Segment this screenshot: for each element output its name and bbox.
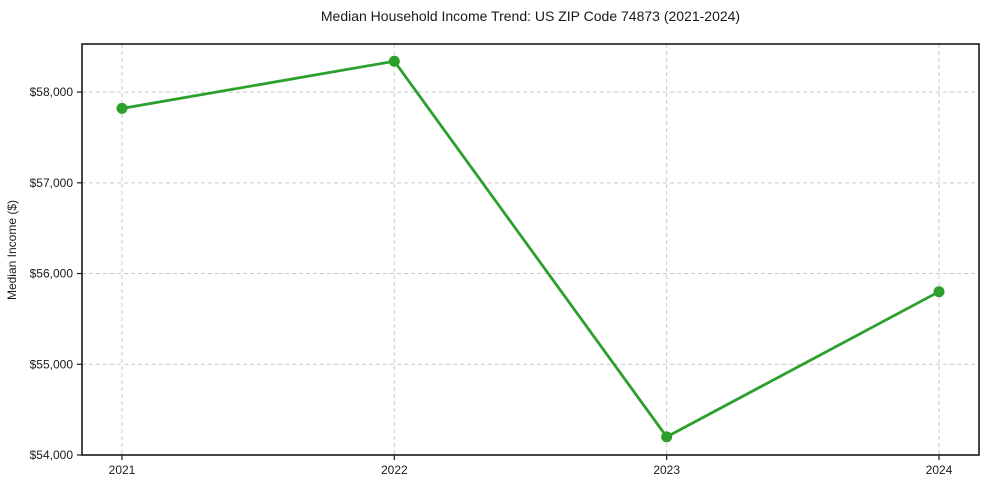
data-point-2021 <box>116 102 128 114</box>
x-tick-label: 2023 <box>653 463 680 477</box>
x-tick-label: 2021 <box>109 463 136 477</box>
x-tick-label: 2022 <box>381 463 408 477</box>
income-trend-line <box>120 59 941 439</box>
y-tick-label: $57,000 <box>30 176 74 190</box>
y-tick-label: $55,000 <box>30 357 74 371</box>
chart-title: Median Household Income Trend: US ZIP Co… <box>320 8 741 24</box>
plot-frame <box>81 43 980 456</box>
y-tick-label: $56,000 <box>30 267 74 281</box>
y-tick-label: $54,000 <box>30 448 74 462</box>
data-point-2022 <box>388 55 400 67</box>
y-tick-label: $58,000 <box>30 85 74 99</box>
x-tick-label: 2024 <box>926 463 953 477</box>
data-point-2023 <box>661 431 673 443</box>
data-point-2024 <box>933 286 945 298</box>
